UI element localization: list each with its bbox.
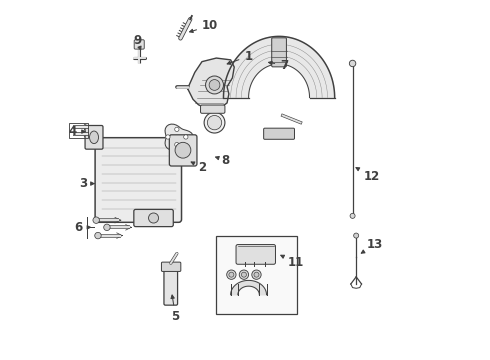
Text: 13: 13 <box>361 238 383 253</box>
FancyBboxPatch shape <box>164 266 177 305</box>
Circle shape <box>93 217 99 224</box>
FancyBboxPatch shape <box>236 244 275 264</box>
Text: 6: 6 <box>74 221 91 234</box>
Text: 11: 11 <box>281 255 304 269</box>
Ellipse shape <box>90 131 98 144</box>
Text: 1: 1 <box>227 50 252 64</box>
Text: 12: 12 <box>356 168 380 183</box>
Text: 5: 5 <box>171 295 180 324</box>
Polygon shape <box>223 36 335 98</box>
Circle shape <box>349 60 356 67</box>
Text: 2: 2 <box>191 161 206 174</box>
FancyBboxPatch shape <box>134 40 144 49</box>
Text: 7: 7 <box>269 59 288 72</box>
FancyBboxPatch shape <box>161 262 181 271</box>
Polygon shape <box>231 280 267 295</box>
FancyBboxPatch shape <box>200 105 225 113</box>
Text: 4: 4 <box>69 125 85 138</box>
Circle shape <box>209 80 220 90</box>
Circle shape <box>175 127 179 131</box>
Circle shape <box>104 224 110 230</box>
Circle shape <box>252 270 261 279</box>
Polygon shape <box>188 58 234 110</box>
Text: 8: 8 <box>216 154 230 167</box>
Circle shape <box>242 272 246 277</box>
FancyBboxPatch shape <box>272 38 287 67</box>
FancyBboxPatch shape <box>85 126 103 149</box>
FancyBboxPatch shape <box>95 138 181 222</box>
Polygon shape <box>165 124 194 150</box>
Circle shape <box>166 135 170 139</box>
Circle shape <box>184 135 188 139</box>
FancyBboxPatch shape <box>170 135 197 166</box>
FancyBboxPatch shape <box>264 128 294 139</box>
Circle shape <box>229 272 234 277</box>
Circle shape <box>350 213 355 219</box>
FancyBboxPatch shape <box>134 210 173 226</box>
Circle shape <box>205 76 223 94</box>
Circle shape <box>227 270 236 279</box>
Text: 3: 3 <box>79 177 94 190</box>
Circle shape <box>95 232 101 239</box>
Text: 9: 9 <box>133 33 141 50</box>
Circle shape <box>239 270 248 279</box>
Circle shape <box>254 272 259 277</box>
Circle shape <box>175 142 191 158</box>
FancyBboxPatch shape <box>216 235 297 315</box>
Circle shape <box>354 233 359 238</box>
Circle shape <box>175 143 179 147</box>
Ellipse shape <box>204 112 225 133</box>
Circle shape <box>148 213 159 223</box>
Text: 10: 10 <box>190 19 218 32</box>
Ellipse shape <box>207 116 221 130</box>
